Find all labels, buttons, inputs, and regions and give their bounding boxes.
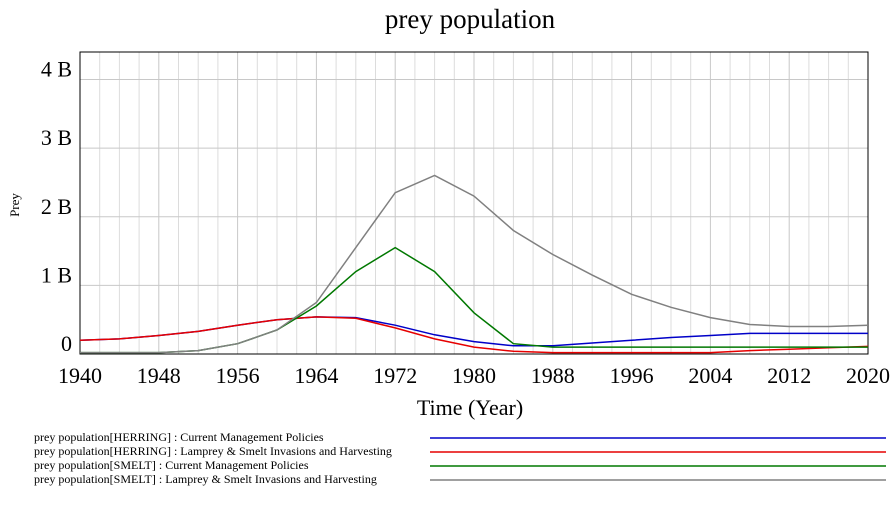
legend-label: prey population[HERRING] : Current Manag…: [34, 430, 324, 444]
series-line: [80, 174, 869, 354]
y-tick-label: 1 B: [41, 262, 72, 287]
legend-label: prey population[SMELT] : Lamprey & Smelt…: [34, 472, 377, 486]
x-tick-label: 2020: [846, 363, 890, 388]
x-tick-label: 1948: [137, 363, 181, 388]
legend-label: prey population[HERRING] : Lamprey & Sme…: [34, 444, 392, 458]
x-axis-label: Time (Year): [417, 395, 523, 420]
x-tick-label: 1956: [216, 363, 260, 388]
x-tick-label: 1988: [531, 363, 575, 388]
x-tick-label: 1996: [610, 363, 654, 388]
plot-frame: [79, 51, 869, 355]
series-line: [79, 316, 869, 354]
x-tick-label: 1980: [452, 363, 496, 388]
x-tick-label: 1940: [58, 363, 102, 388]
chart-title: prey population: [385, 4, 556, 34]
x-tick-label: 1964: [294, 363, 338, 388]
y-tick-label: 3 B: [41, 125, 72, 150]
x-tick-label: 2012: [767, 363, 811, 388]
y-tick-label: 2 B: [41, 194, 72, 219]
y-tick-label: 0: [61, 331, 72, 356]
x-tick-label: 2004: [688, 363, 732, 388]
x-tick-label: 1972: [373, 363, 417, 388]
legend-label: prey population[SMELT] : Current Managem…: [34, 458, 309, 472]
y-tick-label: 4 B: [41, 57, 72, 82]
y-axis-label: Prey: [7, 193, 22, 217]
